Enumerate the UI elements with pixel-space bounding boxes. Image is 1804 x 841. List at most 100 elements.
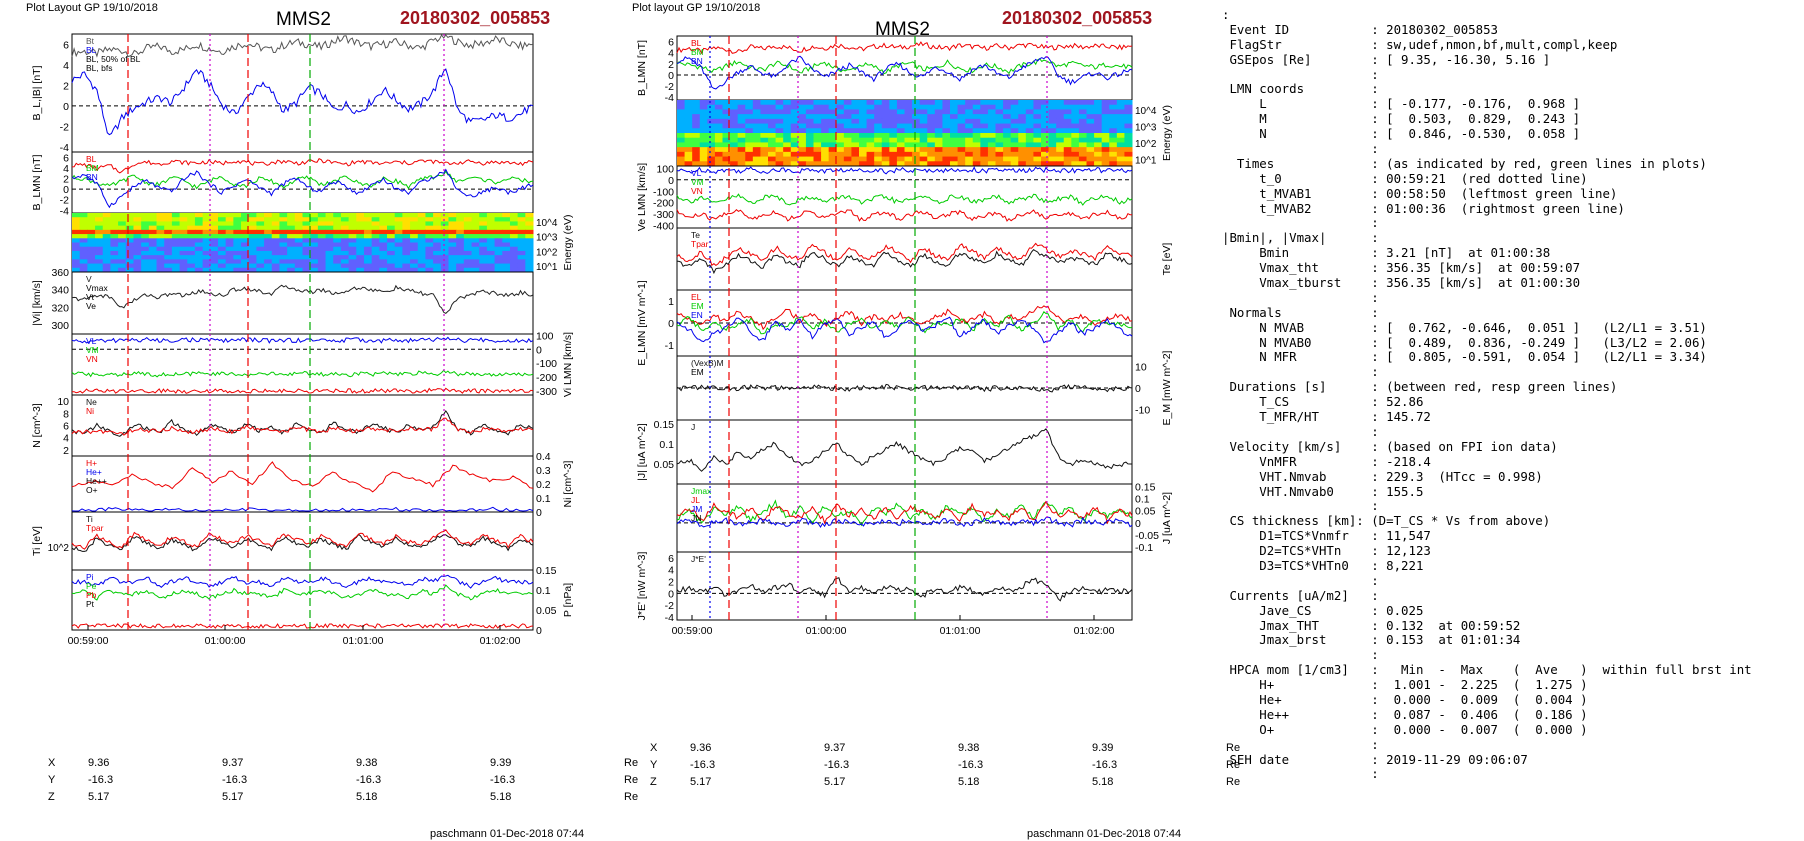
heatmap-cell <box>821 133 830 139</box>
heatmap-cell <box>448 250 457 256</box>
summary-line: He++ : 0.087 - 0.406 ( 0.186 ) <box>1222 706 1588 722</box>
coord-label: Y <box>650 758 658 771</box>
heatmap-cell <box>87 225 96 231</box>
heatmap-cell <box>141 242 150 248</box>
heatmap-cell <box>1101 133 1110 139</box>
heatmap-cell <box>722 137 731 143</box>
heatmap-cell <box>1033 133 1042 139</box>
heatmap-cell <box>790 147 799 153</box>
heatmap-cell <box>148 259 158 265</box>
heatmap-cell <box>456 229 465 235</box>
heatmap-cell <box>287 242 296 248</box>
heatmap-cell <box>714 133 723 139</box>
heatmap-cell <box>402 225 411 231</box>
summary-line: FlagStr : sw,udef,nmon,bf,mult,compl,kee… <box>1222 36 1618 52</box>
heatmap-cell <box>241 267 250 273</box>
legend-entry: O+ <box>86 485 98 495</box>
heatmap-cell <box>387 221 396 227</box>
heatmap-cell <box>456 221 465 227</box>
heatmap-cell <box>463 213 473 218</box>
heatmap-cell <box>836 137 845 143</box>
heatmap-cell <box>1094 104 1103 110</box>
heatmap-cell <box>72 250 81 256</box>
y-tick-label: 0.05 <box>654 459 675 471</box>
heatmap-cell <box>110 213 119 218</box>
heatmap-cell <box>798 161 807 167</box>
heatmap-cell <box>463 234 473 239</box>
heatmap-cell <box>456 263 465 269</box>
heatmap-cell <box>317 263 327 269</box>
heatmap-cell <box>889 151 898 158</box>
heatmap-cell <box>202 255 211 260</box>
y-tick-label: 2 <box>668 577 674 589</box>
heatmap-cell <box>1010 100 1019 106</box>
heatmap-cell <box>279 221 288 227</box>
heatmap-cell <box>1056 128 1065 134</box>
heatmap-cell <box>233 259 242 265</box>
y-tick-label: 360 <box>51 267 69 279</box>
heatmap-cell <box>798 147 807 153</box>
heatmap-cell <box>859 133 868 139</box>
heatmap-cell <box>866 137 875 143</box>
heatmap-cell <box>874 104 883 110</box>
heatmap-cell <box>348 259 357 265</box>
coord-value: 5.18 <box>356 790 378 803</box>
heatmap-cell <box>294 242 303 248</box>
heatmap-cell <box>805 151 814 158</box>
heatmap-cell <box>179 213 188 218</box>
heatmap-cell <box>202 238 211 243</box>
heatmap-cell <box>896 118 905 125</box>
heatmap-cell <box>110 229 119 235</box>
heatmap-cell <box>248 225 257 231</box>
heatmap-cell <box>972 151 981 158</box>
heatmap-cell <box>768 128 777 134</box>
heatmap-cell <box>919 100 928 106</box>
heatmap-cell <box>302 259 311 265</box>
heatmap-cell <box>440 217 449 222</box>
y-tick-label: 0.15 <box>654 419 675 431</box>
heatmap-cell <box>379 221 388 227</box>
y-tick-label: 10^2 <box>48 543 70 554</box>
heatmap-cell <box>927 104 936 110</box>
heatmap-cell <box>217 246 227 252</box>
heatmap-cell <box>684 147 693 153</box>
heatmap-cell <box>217 263 227 269</box>
panel-frame <box>676 227 1133 291</box>
heatmap-cell <box>813 156 822 162</box>
heatmap-cell <box>241 217 250 222</box>
summary-line: SEH date : 2019-11-29 09:06:07 <box>1222 751 1528 767</box>
heatmap-cell <box>302 246 311 252</box>
panel-frame <box>71 511 534 571</box>
y-tick-label: 10 <box>57 396 69 408</box>
heatmap-cell <box>714 142 723 148</box>
heatmap-cell <box>233 234 242 239</box>
heatmap-cell <box>294 267 303 273</box>
heatmap-cell <box>699 156 708 162</box>
heatmap-cell <box>486 255 496 260</box>
heatmap-cell <box>425 267 434 273</box>
heatmap-cell <box>843 161 852 167</box>
x-tick-label: 01:00:00 <box>806 625 847 637</box>
heatmap-cell <box>333 246 342 252</box>
heatmap-cell <box>156 217 165 222</box>
y-tick-label: 10^3 <box>536 233 558 244</box>
heatmap-cell <box>768 151 777 158</box>
summary-line: L : [ -0.177, -0.176, 0.968 ] <box>1222 96 1581 112</box>
heatmap-cell <box>325 255 334 260</box>
heatmap-cell <box>1094 142 1103 148</box>
heatmap-cell <box>1078 100 1087 106</box>
heatmap-cell <box>859 109 868 115</box>
heatmap-cell <box>264 255 273 260</box>
heatmap-cell <box>171 234 181 239</box>
heatmap-cell <box>363 242 373 248</box>
heatmap-cell <box>912 118 921 125</box>
heatmap-cell <box>264 221 273 227</box>
heatmap-cell <box>448 234 457 239</box>
heatmap-cell <box>479 246 488 252</box>
heatmap-cell <box>1071 147 1080 153</box>
heatmap-cell <box>471 246 480 252</box>
heatmap-cell <box>333 242 342 248</box>
heatmap-cell <box>836 128 845 134</box>
heatmap-cell <box>1078 161 1087 167</box>
heatmap-cell <box>828 142 837 148</box>
